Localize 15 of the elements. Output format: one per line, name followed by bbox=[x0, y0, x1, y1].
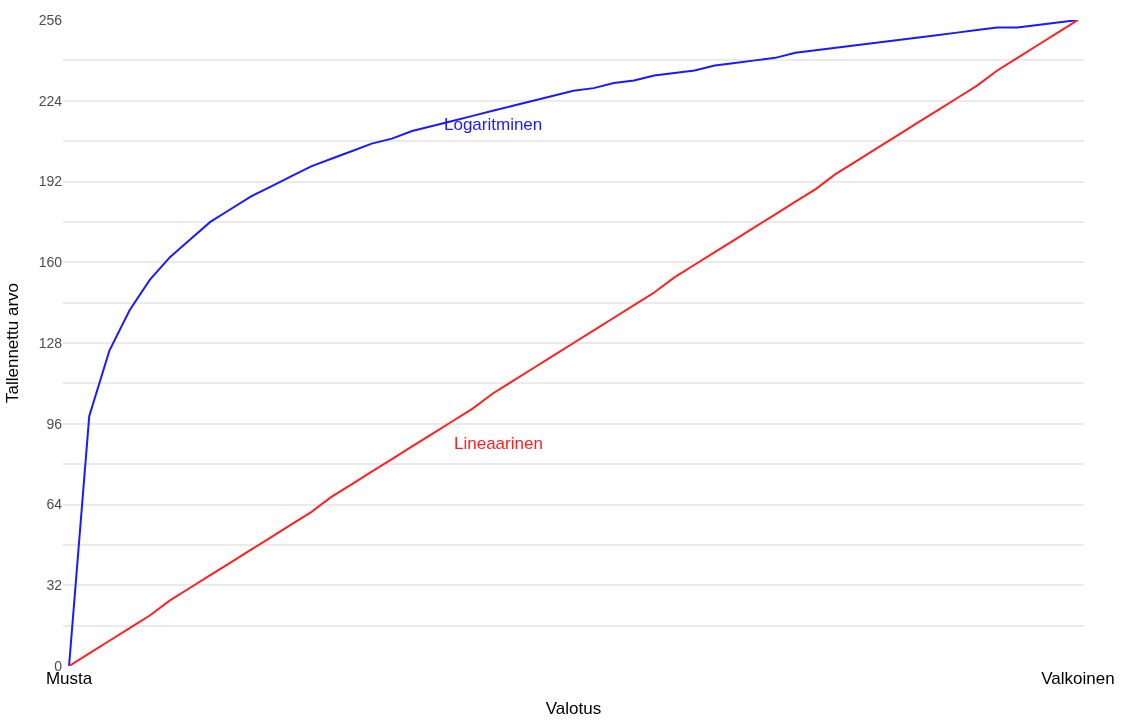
y-tick-label: 192 bbox=[38, 173, 63, 190]
y-tick-label: 160 bbox=[38, 254, 63, 271]
y-tick-label: 32 bbox=[46, 577, 63, 594]
x-axis-title: Valotus bbox=[545, 699, 602, 719]
x-tick-label: Valkoinen bbox=[1041, 669, 1115, 688]
y-tick-label: 0 bbox=[54, 657, 63, 674]
line-series bbox=[68, 20, 1079, 666]
series-label: Logaritminen bbox=[444, 115, 543, 134]
y-axis-title: Tallennettu arvo bbox=[3, 282, 23, 404]
y-tick-label: 224 bbox=[38, 92, 63, 109]
y-tick-label: 128 bbox=[38, 334, 63, 351]
series-label: Lineaarinen bbox=[454, 434, 543, 453]
y-tick-label: 96 bbox=[46, 415, 63, 432]
y-tick-label: 64 bbox=[46, 496, 63, 513]
y-tick-label: 256 bbox=[38, 11, 63, 28]
